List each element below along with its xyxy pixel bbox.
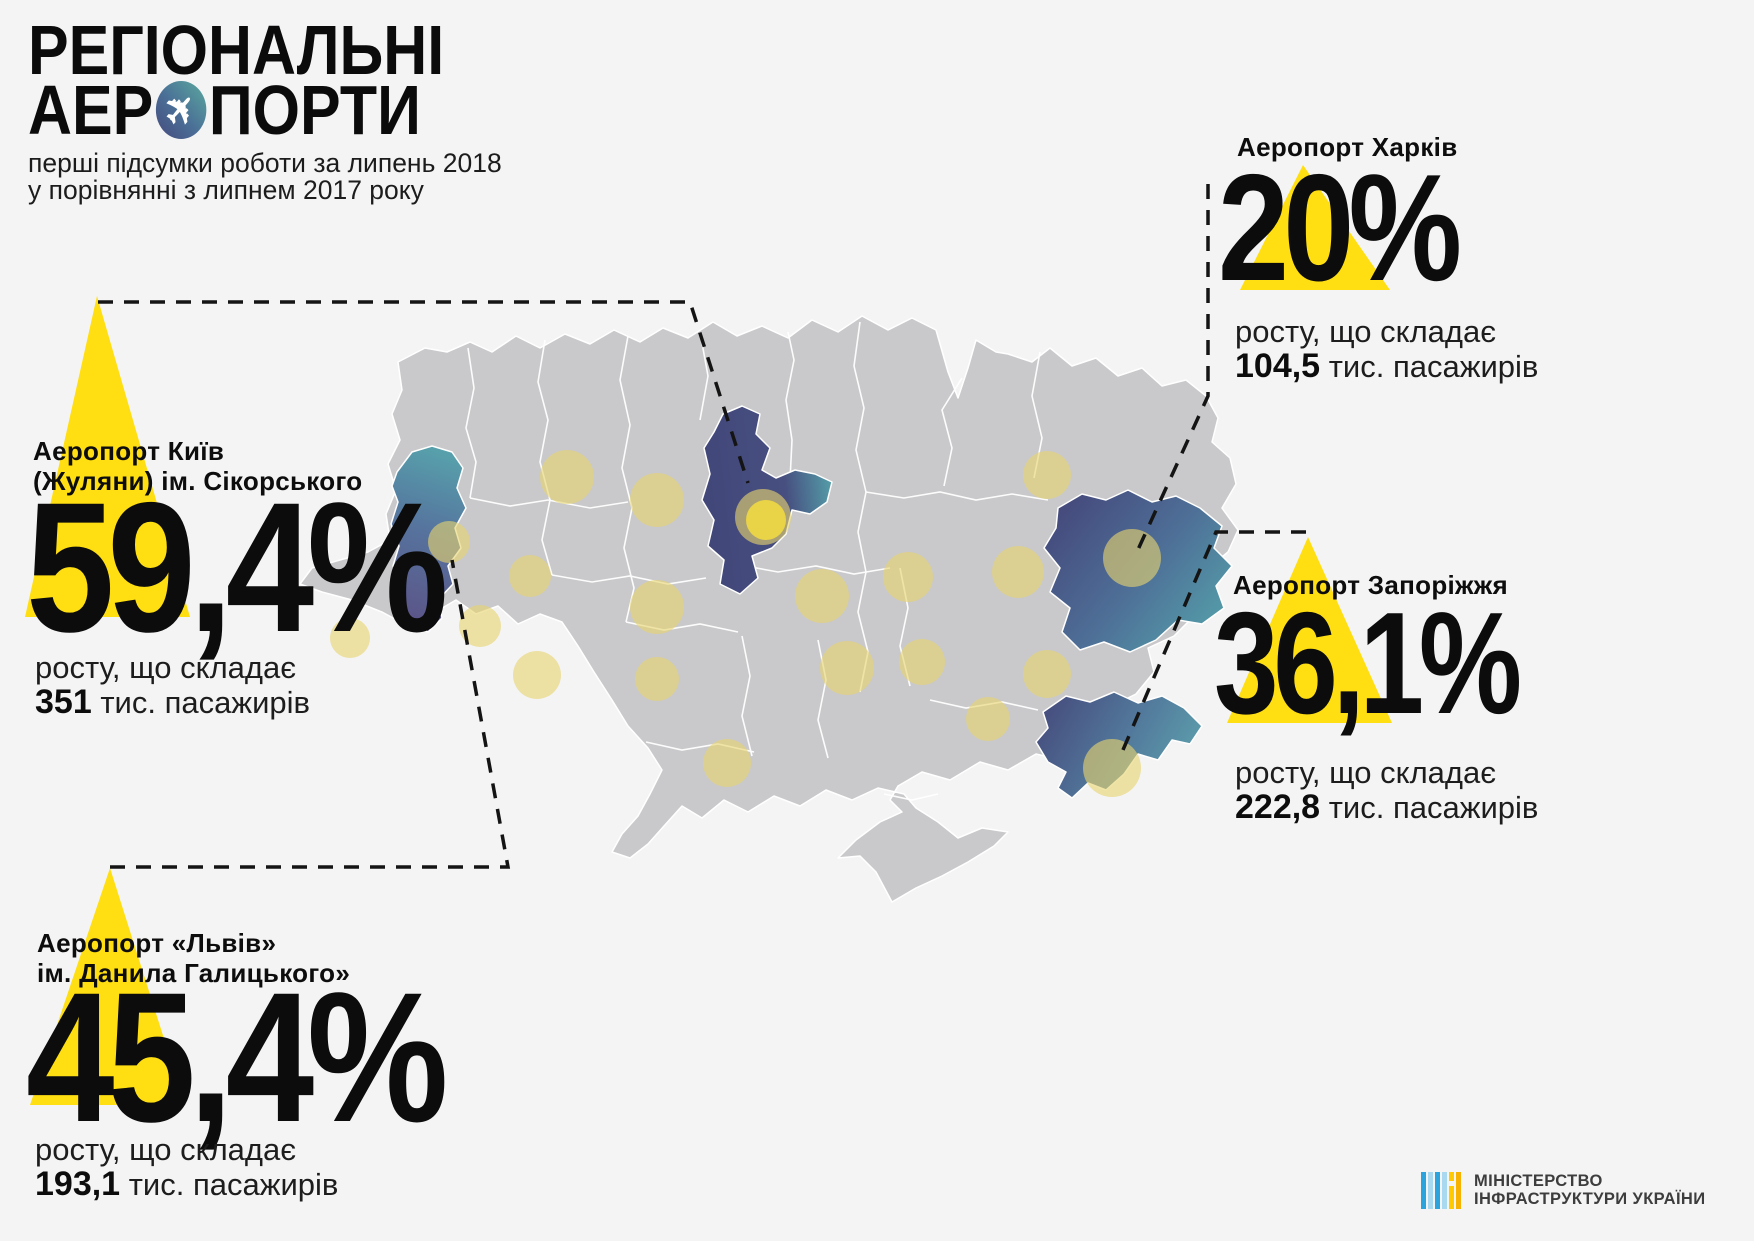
airport-dot <box>540 450 594 504</box>
ministry-logo: МІНІСТЕРСТВО ІНФРАСТРУКТУРИ УКРАЇНИ <box>1421 1172 1706 1209</box>
airplane-icon: ✈ <box>155 80 207 139</box>
growth-text: росту, що складає <box>1235 314 1497 349</box>
airport-dot <box>330 618 370 658</box>
airport-name: Аеропорт Запоріжжя <box>1233 570 1508 600</box>
airport-dot <box>883 552 933 602</box>
logo-bar <box>1428 1172 1433 1209</box>
logo-bar <box>1421 1172 1426 1209</box>
logo-bar <box>1442 1172 1447 1209</box>
callout-kyiv-value: 59,4% <box>26 465 448 671</box>
callout-lviv-growth: росту, що складає 193,1 тис. пасажирів <box>35 1132 338 1202</box>
airport-dot <box>992 546 1044 598</box>
airport-name: Аеропорт Київ <box>33 436 225 466</box>
callout-line-lviv <box>110 559 511 869</box>
subtitle-line2: у порівнянні з липнем 2017 року <box>28 175 424 205</box>
ministry-name-line1: МІНІСТЕРСТВО <box>1474 1172 1603 1190</box>
ministry-logo-bars <box>1421 1172 1463 1209</box>
growth-amount: 351 <box>35 683 92 721</box>
callout-line-zaporizhzhia <box>1118 530 1306 758</box>
logo-bar <box>1449 1172 1454 1209</box>
airport-dot <box>459 605 501 647</box>
callout-line-kharkiv <box>1134 184 1210 555</box>
airport-name: Аеропорт «Львів» <box>37 928 277 958</box>
growth-amount: 104,5 <box>1235 347 1321 385</box>
airport-dot <box>795 569 849 623</box>
airport-name: Аеропорт Харків <box>1237 132 1458 162</box>
growth-text: росту, що складає <box>35 650 297 685</box>
growth-triangle-lviv <box>30 868 185 1105</box>
growth-text: росту, що складає <box>35 1132 297 1167</box>
callout-kyiv-growth: росту, що складає 351 тис. пасажирів <box>35 650 310 720</box>
airport-dot-kharkiv <box>1103 529 1161 587</box>
callout-lviv-label: Аеропорт «Львів» ім. Данила Галицького» <box>37 928 350 988</box>
airplane-badge: ✈ <box>155 80 207 139</box>
page-title-word-post: ПОРТИ <box>208 71 421 149</box>
page-title-line1: РЕГІОНАЛЬНІ <box>28 11 445 89</box>
callout-kharkiv-growth: росту, що складає 104,5 тис. пасажирів <box>1235 314 1538 384</box>
growth-text: росту, що складає <box>1235 755 1497 790</box>
airport-dot <box>428 521 470 563</box>
airport-dot-zaporizhzhia <box>1083 739 1141 797</box>
airport-dot <box>630 473 684 527</box>
growth-unit: тис. пасажирів <box>100 685 311 720</box>
growth-amount: 222,8 <box>1235 788 1321 826</box>
airport-dot <box>1023 451 1071 499</box>
callout-zaporizhzhia-label: Аеропорт Запоріжжя <box>1233 570 1508 600</box>
callout-lines <box>98 184 1306 869</box>
airport-dot <box>703 739 751 787</box>
ukraine-outline <box>299 315 1239 903</box>
airport-name: (Жуляни) ім. Сікорського <box>33 466 363 496</box>
subtitle-line1: перші підсумки роботи за липень 2018 <box>28 148 502 178</box>
callout-kyiv-label: Аеропорт Київ (Жуляни) ім. Сікорського <box>33 436 362 496</box>
airport-dot <box>966 697 1010 741</box>
airport-dot <box>899 639 945 685</box>
growth-unit: тис. пасажирів <box>128 1167 339 1202</box>
growth-unit: тис. пасажирів <box>1328 790 1539 825</box>
callout-kharkiv-value: 20% <box>1218 143 1462 313</box>
header: РЕГІОНАЛЬНІ АЕР ✈ ПОРТИ перші підсумки роб… <box>28 11 506 204</box>
page-title-line2: АЕР ✈ ПОРТИ <box>28 71 444 149</box>
growth-triangles <box>25 165 1392 1105</box>
airport-name: ім. Данила Галицького» <box>37 958 351 988</box>
ministry-name-line2: ІНФРАСТРУКТУРИ УКРАЇНИ <box>1474 1190 1706 1208</box>
airport-dot <box>630 580 684 634</box>
growth-amount: 193,1 <box>35 1165 121 1203</box>
growth-triangle-zaporizhzhia <box>1227 537 1392 723</box>
airport-dot <box>509 555 551 597</box>
callout-kharkiv-label: Аеропорт Харків <box>1237 132 1458 162</box>
callout-zaporizhzhia-value: 36,1% <box>1214 582 1522 744</box>
airport-dot <box>513 651 561 699</box>
callout-zaporizhzhia-growth: росту, що складає 222,8 тис. пасажирів <box>1235 755 1538 825</box>
page-title-word-pre: АЕР <box>28 71 154 149</box>
airport-dot-kyiv-bright <box>746 500 786 540</box>
subtitle: перші підсумки роботи за липень 2018 у п… <box>28 150 506 204</box>
airport-dot <box>1023 650 1071 698</box>
callout-lviv-value: 45,4% <box>26 955 448 1161</box>
growth-triangle-kyiv <box>25 296 190 617</box>
airport-dot <box>820 641 874 695</box>
airport-dot <box>635 657 679 701</box>
airport-dots <box>330 450 1161 797</box>
growth-unit: тис. пасажирів <box>1328 349 1539 384</box>
growth-triangle-kharkiv <box>1240 165 1390 290</box>
logo-bar <box>1456 1172 1461 1209</box>
ministry-name: МІНІСТЕРСТВО ІНФРАСТРУКТУРИ УКРАЇНИ <box>1474 1172 1706 1208</box>
logo-bar <box>1435 1172 1440 1209</box>
